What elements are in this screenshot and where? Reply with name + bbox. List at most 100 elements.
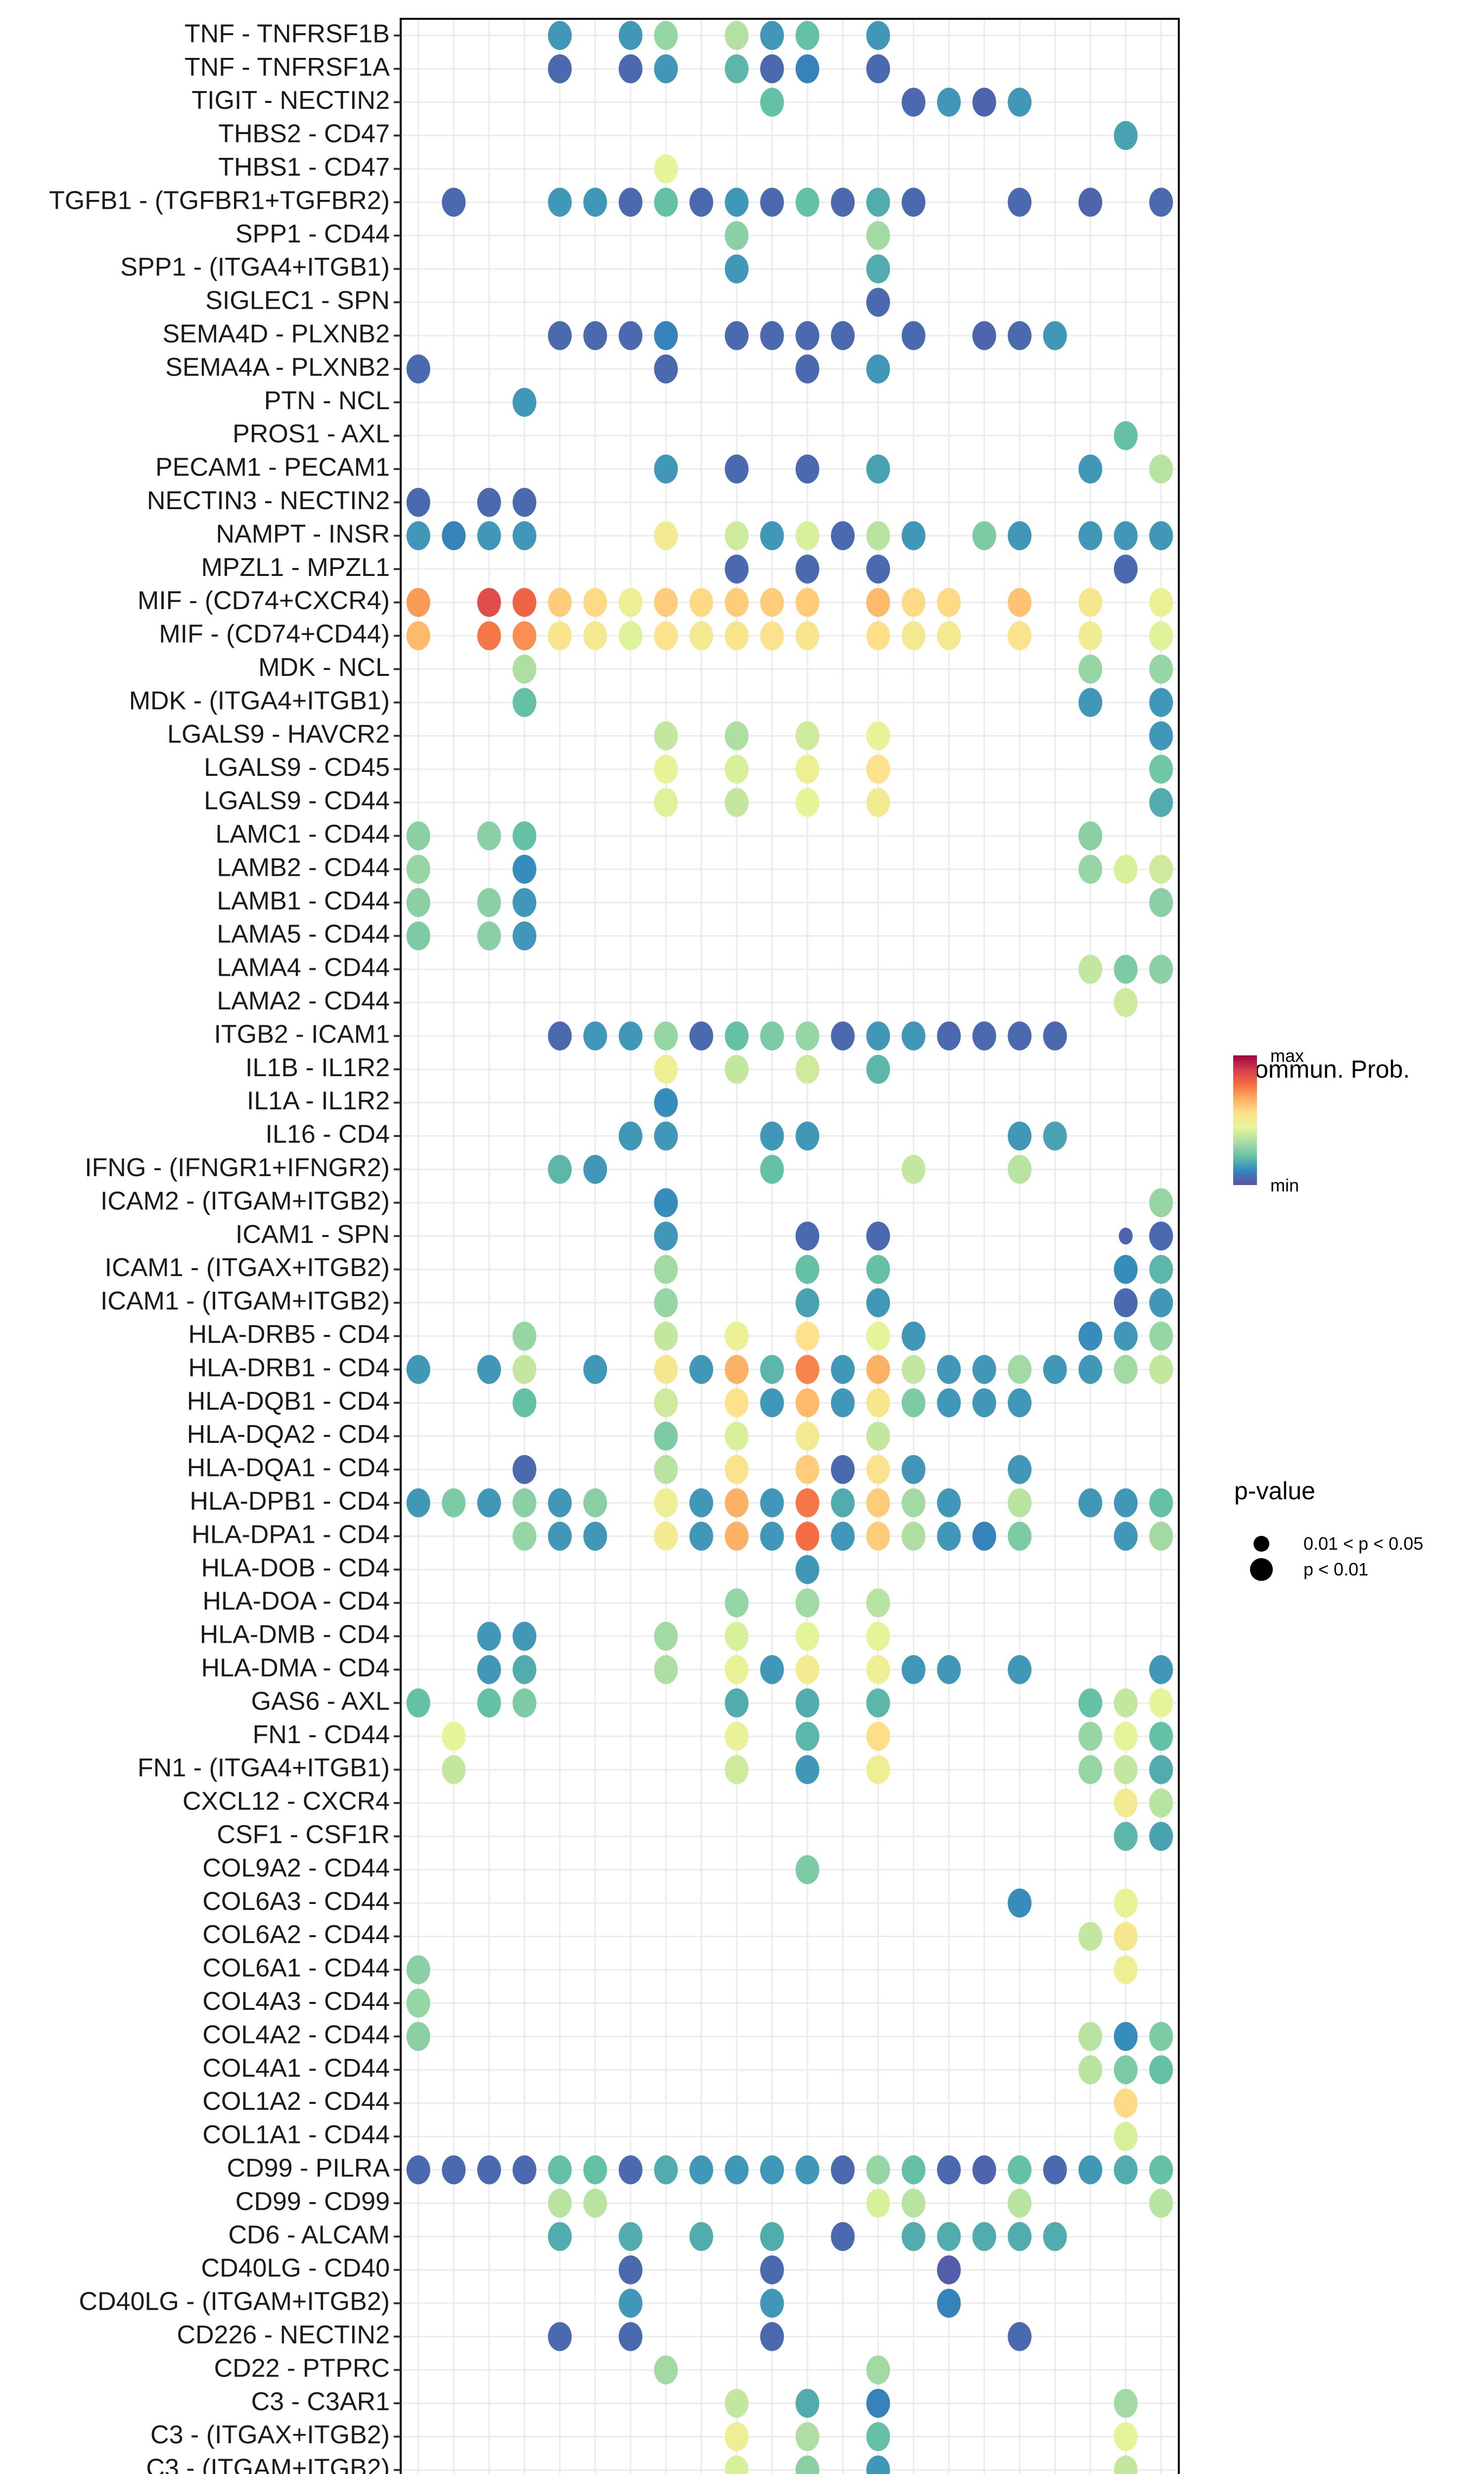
- dot: [795, 54, 820, 84]
- dot: [866, 621, 890, 651]
- y-tick-label: CD40LG - CD40: [201, 2254, 390, 2283]
- dot: [442, 1721, 466, 1751]
- dot: [1078, 1488, 1103, 1518]
- y-tick-label: IFNG - (IFNGR1+IFNGR2): [85, 1153, 390, 1182]
- dot: [795, 1021, 820, 1050]
- dot: [725, 788, 749, 817]
- y-tick-label: CD40LG - (ITGAM+ITGB2): [79, 2287, 390, 2316]
- y-tick-label: PTN - NCL: [264, 386, 390, 415]
- dot: [795, 454, 820, 484]
- dot: [477, 488, 501, 517]
- dot: [689, 1355, 713, 1384]
- dot: [725, 1621, 749, 1651]
- y-tick-label: HLA-DOA - CD4: [202, 1587, 390, 1616]
- dot: [1078, 2155, 1103, 2185]
- dot: [831, 321, 855, 350]
- dot: [795, 621, 820, 651]
- dot: [866, 1621, 890, 1651]
- dot: [618, 2288, 643, 2318]
- dot: [1008, 2189, 1032, 2218]
- dot: [725, 521, 749, 550]
- dot: [795, 1655, 820, 1684]
- dot: [406, 2022, 430, 2051]
- dot: [689, 1021, 713, 1050]
- dot: [901, 1355, 926, 1384]
- dot: [1149, 1655, 1173, 1684]
- dot: [1008, 1355, 1032, 1384]
- dot: [1008, 1488, 1032, 1518]
- dot: [1078, 855, 1103, 884]
- dot: [972, 2222, 996, 2251]
- dot: [866, 1755, 890, 1784]
- dot: [725, 2388, 749, 2418]
- y-tick-label: NECTIN3 - NECTIN2: [147, 486, 390, 515]
- dot: [795, 721, 820, 751]
- dot: [406, 921, 430, 951]
- dot: [795, 1054, 820, 1084]
- dot: [795, 554, 820, 584]
- dot: [1008, 2222, 1032, 2251]
- dot: [972, 2155, 996, 2185]
- dot: [1113, 1288, 1138, 1318]
- dot: [866, 1388, 890, 1418]
- dot: [512, 1455, 537, 1484]
- dot: [866, 2422, 890, 2451]
- dot: [1078, 1721, 1103, 1751]
- dot: [795, 1255, 820, 1284]
- grid-lines: [401, 19, 1179, 2474]
- dot: [406, 521, 430, 550]
- dot: [654, 1121, 678, 1151]
- dot: [512, 1655, 537, 1684]
- dot: [618, 54, 643, 84]
- dot: [654, 321, 678, 350]
- dot: [442, 1488, 466, 1518]
- dot: [442, 1755, 466, 1784]
- dot: [795, 588, 820, 617]
- dot: [1078, 1688, 1103, 1717]
- dot: [654, 54, 678, 84]
- dot: [866, 1021, 890, 1050]
- dot: [654, 1054, 678, 1084]
- dot: [406, 1955, 430, 1985]
- dot: [654, 788, 678, 817]
- dot: [1043, 1355, 1067, 1384]
- dot: [795, 1322, 820, 1351]
- y-tick-label: CD22 - PTPRC: [214, 2354, 390, 2382]
- dot: [654, 1422, 678, 1451]
- dot: [760, 2255, 784, 2284]
- dot: [901, 1155, 926, 1184]
- dot: [1113, 2055, 1138, 2085]
- dot: [831, 521, 855, 550]
- dot: [795, 1288, 820, 1318]
- dot: [795, 21, 820, 50]
- dot: [725, 1322, 749, 1351]
- dot: [1149, 1522, 1173, 1551]
- dot: [866, 1522, 890, 1551]
- dot: [795, 1588, 820, 1618]
- dot: [1149, 954, 1173, 984]
- dot: [760, 88, 784, 117]
- dot: [831, 1021, 855, 1050]
- y-tick-label: ITGB2 - ICAM1: [214, 1020, 390, 1048]
- dot: [1149, 688, 1173, 717]
- dot: [901, 1522, 926, 1551]
- dot: [1113, 554, 1138, 584]
- dot: [1149, 1221, 1173, 1251]
- dot: [477, 921, 501, 951]
- dot: [654, 1088, 678, 1117]
- dot: [1078, 521, 1103, 550]
- dot: [477, 1655, 501, 1684]
- dot: [795, 1522, 820, 1551]
- dot: [548, 1155, 572, 1184]
- y-tick-label: ICAM1 - (ITGAM+ITGB2): [100, 1287, 390, 1316]
- y-tick-label: MDK - NCL: [258, 653, 390, 682]
- dot: [583, 1355, 607, 1384]
- dot: [583, 621, 607, 651]
- dot: [1118, 1228, 1133, 1245]
- dot: [689, 2222, 713, 2251]
- dot: [1008, 588, 1032, 617]
- dot: [972, 88, 996, 117]
- dot: [618, 588, 643, 617]
- dot: [725, 1488, 749, 1518]
